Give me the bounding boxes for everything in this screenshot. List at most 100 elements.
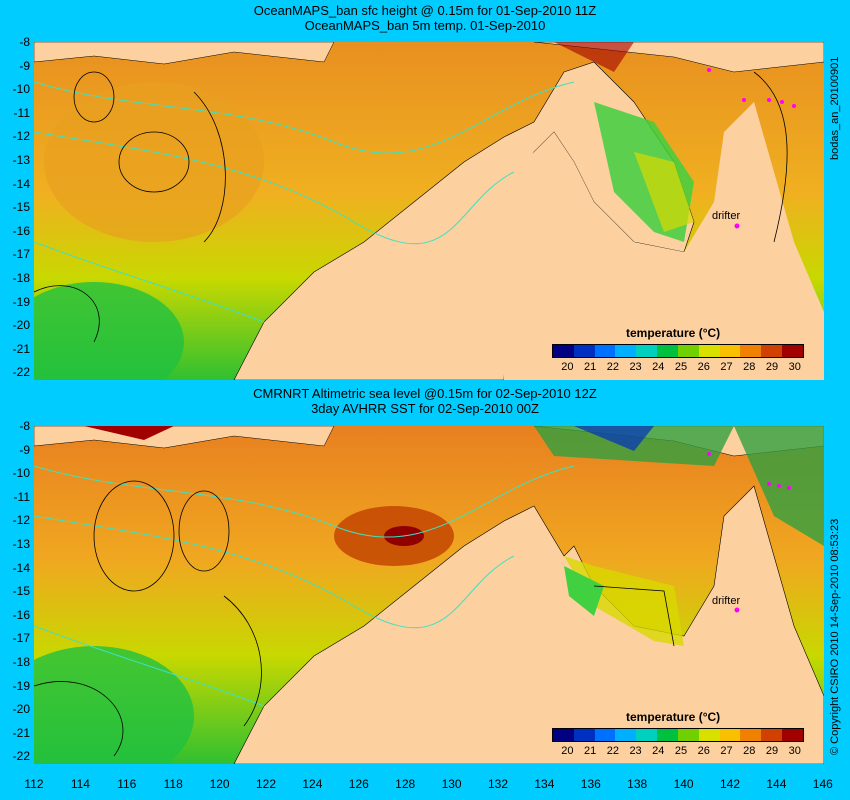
longitude-tick: 124 — [302, 777, 323, 791]
latitude-tick: -13 — [12, 153, 30, 167]
bathymetry-contours — [34, 81, 575, 323]
latitude-tick: -20 — [12, 702, 30, 717]
latitude-tick: -18 — [12, 271, 30, 285]
latitude-tick: -18 — [12, 655, 30, 669]
latitude-tick: -8 — [19, 419, 30, 433]
colorbar-tick: 25 — [674, 745, 688, 757]
longitude-tick: 142 — [719, 777, 741, 791]
colorbar-tick: 21 — [583, 745, 597, 757]
colorbar-tick: 20 — [561, 361, 574, 373]
northern-islands — [34, 42, 335, 65]
latitude-tick: -21 — [12, 341, 30, 356]
colorbar-swatch — [657, 345, 678, 357]
longitude-tick: 126 — [348, 777, 369, 791]
top-map-panel — [34, 42, 824, 380]
bottom-map-panel — [34, 426, 824, 764]
colorbar-swatch — [740, 729, 762, 741]
colorbar-tick: 24 — [652, 361, 665, 373]
colorbar-swatch — [719, 729, 741, 741]
latitude-tick: -11 — [13, 105, 30, 120]
longitude-tick: 114 — [70, 777, 90, 791]
longitude-tick: 136 — [580, 777, 601, 791]
longitude-tick: 120 — [209, 777, 230, 791]
longitude-tick: 130 — [441, 777, 462, 791]
colorbar-tick: 22 — [606, 745, 619, 757]
colorbar-swatch — [553, 729, 574, 741]
latitude-tick: -9 — [19, 58, 30, 73]
latitude-tick: -16 — [12, 223, 30, 238]
colorbar-swatch — [677, 729, 699, 741]
bottom-title: CMRNRT Altimetric sea level @0.15m for 0… — [253, 386, 597, 401]
colorbar-tick: 29 — [765, 745, 779, 757]
colorbar-tick: 22 — [606, 361, 619, 373]
longitude-tick: 134 — [534, 777, 555, 791]
longitude-tick: 128 — [395, 777, 416, 791]
latitude-tick: -14 — [12, 176, 30, 191]
colorbar-tick: 28 — [743, 361, 756, 373]
longitude-tick: 122 — [255, 777, 277, 791]
top-side-label: bodas_an_20100901 — [829, 56, 841, 160]
longitude-tick: 140 — [673, 777, 694, 791]
bottom-colorbar — [552, 728, 804, 742]
latitude-tick: -10 — [12, 82, 30, 97]
latitude-tick: -12 — [12, 129, 30, 144]
latitude-tick: -8 — [19, 35, 30, 49]
latitude-tick: -22 — [12, 749, 30, 764]
colorbar-tick: 27 — [720, 361, 733, 373]
latitude-tick: -17 — [12, 631, 30, 646]
colorbar-swatch — [553, 345, 574, 357]
colorbar-swatch — [594, 729, 616, 741]
latitude-tick: -19 — [12, 678, 30, 693]
latitude-tick: -17 — [12, 247, 30, 262]
colorbar-swatch — [698, 729, 720, 741]
top-title: OceanMAPS_ban sfc height @ 0.15m for 01-… — [253, 3, 597, 18]
bathymetry-contours — [34, 465, 575, 707]
colorbar-tick: 24 — [652, 745, 665, 757]
latitude-tick: -14 — [12, 560, 30, 575]
latitude-tick: -10 — [12, 466, 30, 481]
latitude-tick: -21 — [12, 725, 30, 740]
colorbar-tick: 28 — [743, 745, 756, 757]
top-colorbar-labels: 20 21 22 23 24 25 26 27 28 29 30 — [556, 361, 806, 373]
latitude-tick: -12 — [12, 513, 30, 528]
colorbar-swatch — [782, 345, 803, 357]
colorbar-swatch — [636, 729, 658, 741]
sea-height-contours — [34, 71, 788, 343]
colorbar-swatch — [698, 345, 720, 357]
longitude-tick: 118 — [163, 777, 183, 791]
latitude-tick: -15 — [12, 200, 30, 215]
colorbar-tick: 27 — [720, 745, 733, 757]
colorbar-swatch — [615, 345, 637, 357]
top-colorbar — [552, 344, 804, 358]
colorbar-tick: 20 — [561, 745, 574, 757]
colorbar-swatch — [761, 729, 783, 741]
top-legend-title: temperature (°C) — [626, 326, 721, 340]
colorbar-swatch — [740, 345, 762, 357]
colorbar-tick: 26 — [697, 361, 710, 373]
colorbar-swatch — [761, 345, 783, 357]
colorbar-tick: 23 — [629, 361, 642, 373]
colorbar-swatch — [782, 729, 803, 741]
latitude-tick: -13 — [12, 537, 30, 551]
longitude-tick: 146 — [812, 777, 833, 791]
colorbar-swatch — [719, 345, 741, 357]
colorbar-swatch — [657, 729, 678, 741]
bottom-drifter-label: drifter — [712, 595, 741, 607]
bottom-legend-title: temperature (°C) — [626, 710, 721, 724]
drifter-markers — [707, 452, 791, 613]
longitude-tick: 144 — [766, 777, 787, 791]
longitude-tick: 112 — [24, 777, 44, 791]
colorbar-tick: 26 — [697, 745, 710, 757]
colorbar-tick: 25 — [674, 361, 688, 373]
colorbar-swatch — [573, 345, 595, 357]
latitude-tick: -11 — [13, 489, 30, 504]
latitude-tick: -19 — [12, 294, 30, 309]
latitude-tick: -20 — [12, 318, 30, 333]
colorbar-swatch — [573, 729, 595, 741]
colorbar-swatch — [677, 345, 699, 357]
drifter-markers — [707, 68, 796, 229]
colorbar-swatch — [636, 345, 658, 357]
top-subtitle: OceanMAPS_ban 5m temp. 01-Sep-2010 — [304, 18, 546, 33]
bottom-side-label: © Copyright CSIRO 2010 14-Sep-2010 08:53… — [829, 518, 841, 755]
latitude-tick: -9 — [19, 442, 30, 457]
